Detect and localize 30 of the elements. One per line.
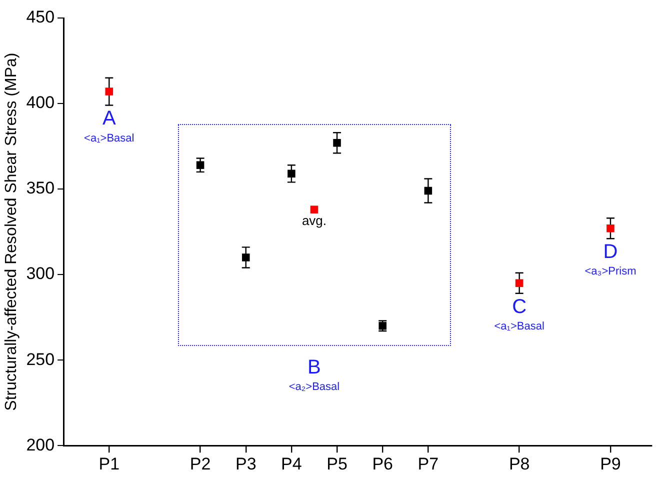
point	[105, 88, 114, 96]
x-tick-label: P4	[281, 454, 302, 474]
x-tick-label: P3	[235, 454, 256, 474]
x-tick-label: P5	[326, 454, 348, 474]
x-tick-label: P6	[372, 454, 393, 474]
y-axis-title: Structurally-affected Resolved Shear Stress (MPa)	[3, 52, 20, 411]
annotation: avg.	[302, 213, 327, 228]
annotation: B <a₂>Basal	[288, 356, 340, 394]
point	[310, 206, 318, 214]
annotation: D <a₃>Prism	[584, 241, 636, 278]
annotation: A <a₁>Basal	[84, 108, 134, 144]
point	[606, 224, 614, 232]
x-tick-label: P9	[600, 454, 621, 474]
point	[333, 138, 341, 147]
point	[196, 161, 204, 169]
x-tick-label: P8	[508, 454, 530, 474]
point	[288, 170, 296, 178]
x-tick-label: P2	[190, 454, 211, 474]
point	[242, 254, 250, 262]
x-tick-label: P1	[98, 454, 120, 474]
point	[424, 186, 432, 195]
point	[515, 279, 524, 287]
y-tick-label: 200	[26, 435, 55, 454]
x-tick-label: P7	[418, 454, 439, 474]
y-tick-label: 350	[26, 178, 55, 198]
y-tick-label: 300	[26, 264, 55, 284]
y-tick-label: 250	[26, 350, 55, 369]
annotation: C <a₁>Basal	[494, 296, 544, 332]
y-tick-label: 400	[26, 93, 55, 112]
y-tick-label: 450	[26, 8, 55, 27]
